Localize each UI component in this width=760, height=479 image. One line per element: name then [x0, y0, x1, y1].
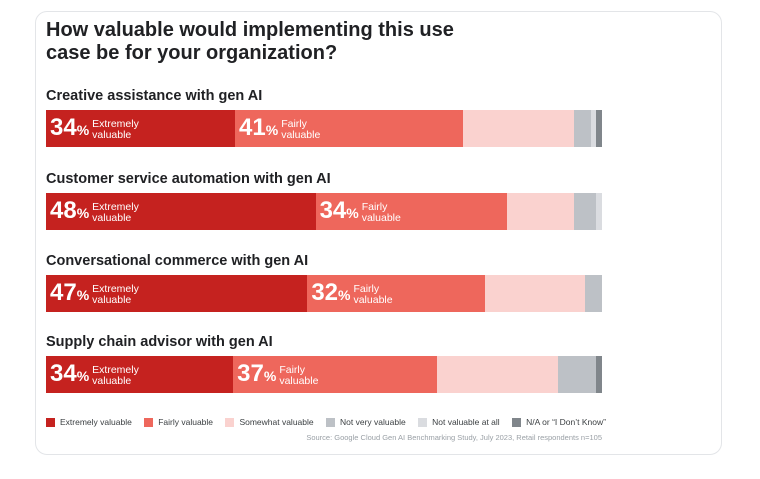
percent-sign: %	[338, 287, 351, 303]
bar-segment: 47% Extremely valuable	[46, 275, 308, 312]
stacked-bar: 34% Extremely valuable 37% Fairly valuable	[46, 356, 602, 393]
bar-segment: 41% Fairly valuable	[235, 110, 463, 147]
legend-label: Extremely valuable	[60, 417, 132, 427]
bar-segment: 34% Extremely valuable	[46, 110, 236, 147]
legend-label: Fairly valuable	[158, 417, 214, 427]
bar-segment	[596, 356, 602, 393]
bar-segment: 34% Extremely valuable	[46, 356, 234, 393]
chart-legend: Extremely valuable Fairly valuable Somewha…	[46, 417, 606, 427]
stacked-bar: 34% Extremely valuable 41% Fairly valuable	[46, 110, 602, 147]
segment-category: Fairly valuable	[281, 118, 321, 141]
bar-segment	[585, 275, 602, 312]
segment-category: Fairly valuable	[279, 364, 319, 387]
percent-value: 34	[319, 197, 347, 224]
legend-swatch	[144, 417, 154, 427]
segment-label: 34% Fairly valuable	[320, 196, 401, 228]
legend-item: Somewhat valuable	[225, 417, 314, 427]
bar-segment	[436, 356, 558, 393]
segment-label: 37% Fairly valuable	[237, 359, 318, 391]
segment-category: Extremely valuable	[92, 118, 139, 141]
category-label: Customer service automation with gen AI	[46, 171, 331, 187]
percent-value: 34	[50, 360, 77, 387]
legend-item: Extremely valuable	[46, 417, 132, 427]
segment-label: 47% Extremely valuable	[50, 278, 139, 310]
bar-segment: 32% Fairly valuable	[307, 275, 486, 312]
segment-label: 48% Extremely valuable	[50, 196, 139, 228]
percent-value: 48	[50, 197, 77, 224]
bar-segment	[557, 356, 597, 393]
bar-segment: 34% Fairly valuable	[315, 193, 507, 230]
source-note: Source: Google Cloud Gen AI Benchmarking…	[306, 433, 602, 442]
percent-value: 34	[50, 114, 77, 141]
bar-segment	[596, 193, 602, 230]
bar-segment	[462, 110, 575, 147]
bar-segment	[573, 193, 597, 230]
bar-segment: 48% Extremely valuable	[46, 193, 316, 230]
legend-label: N/A or “I Don’t Know”	[526, 417, 606, 427]
legend-swatch	[326, 417, 336, 427]
legend-swatch	[418, 417, 428, 427]
percent-value: 41	[239, 114, 266, 141]
segment-category: Extremely valuable	[92, 364, 139, 387]
percent-sign: %	[76, 205, 90, 221]
segment-category: Extremely valuable	[92, 283, 139, 306]
segment-category: Fairly valuable	[353, 283, 393, 306]
legend-label: Not valuable at all	[432, 417, 500, 427]
legend-swatch	[225, 417, 235, 427]
category-label: Creative assistance with gen AI	[46, 88, 263, 104]
percent-sign: %	[76, 368, 90, 384]
segment-label: 41% Fairly valuable	[239, 113, 320, 145]
percent-sign: %	[263, 368, 277, 384]
bar-segment: 37% Fairly valuable	[233, 356, 437, 393]
legend-item: Fairly valuable	[144, 417, 213, 427]
segment-label: 34% Extremely valuable	[50, 113, 139, 145]
stacked-bar: 48% Extremely valuable 34% Fairly valuable	[46, 193, 602, 230]
segment-category: Extremely valuable	[92, 201, 139, 224]
percent-value: 32	[311, 279, 339, 306]
percent-value: 37	[237, 360, 264, 387]
bar-segment	[596, 110, 602, 147]
category-label: Supply chain advisor with gen AI	[46, 334, 273, 350]
segment-label: 32% Fairly valuable	[311, 278, 392, 310]
percent-sign: %	[346, 205, 359, 221]
percent-sign: %	[76, 287, 90, 303]
percent-sign: %	[76, 122, 90, 138]
legend-swatch	[46, 417, 55, 427]
category-label: Conversational commerce with gen AI	[46, 253, 309, 269]
percent-sign: %	[265, 122, 279, 138]
segment-category: Fairly valuable	[361, 201, 401, 224]
legend-item: Not valuable at all	[418, 417, 500, 427]
stacked-bar: 47% Extremely valuable 32% Fairly valuable	[46, 275, 602, 312]
legend-label: Not very valuable	[340, 417, 406, 427]
legend-item: N/A or “I Don’t Know”	[512, 417, 606, 427]
bar-segment	[506, 193, 574, 230]
segment-label: 34% Extremely valuable	[50, 359, 139, 391]
bar-segment	[485, 275, 586, 312]
bar-segment	[574, 110, 591, 147]
chart-title: How valuable would implementing this use…	[46, 19, 454, 64]
legend-item: Not very valuable	[326, 417, 406, 427]
percent-value: 47	[50, 279, 77, 306]
legend-label: Somewhat valuable	[239, 417, 314, 427]
bar-segment	[590, 110, 597, 147]
legend-swatch	[512, 417, 522, 427]
